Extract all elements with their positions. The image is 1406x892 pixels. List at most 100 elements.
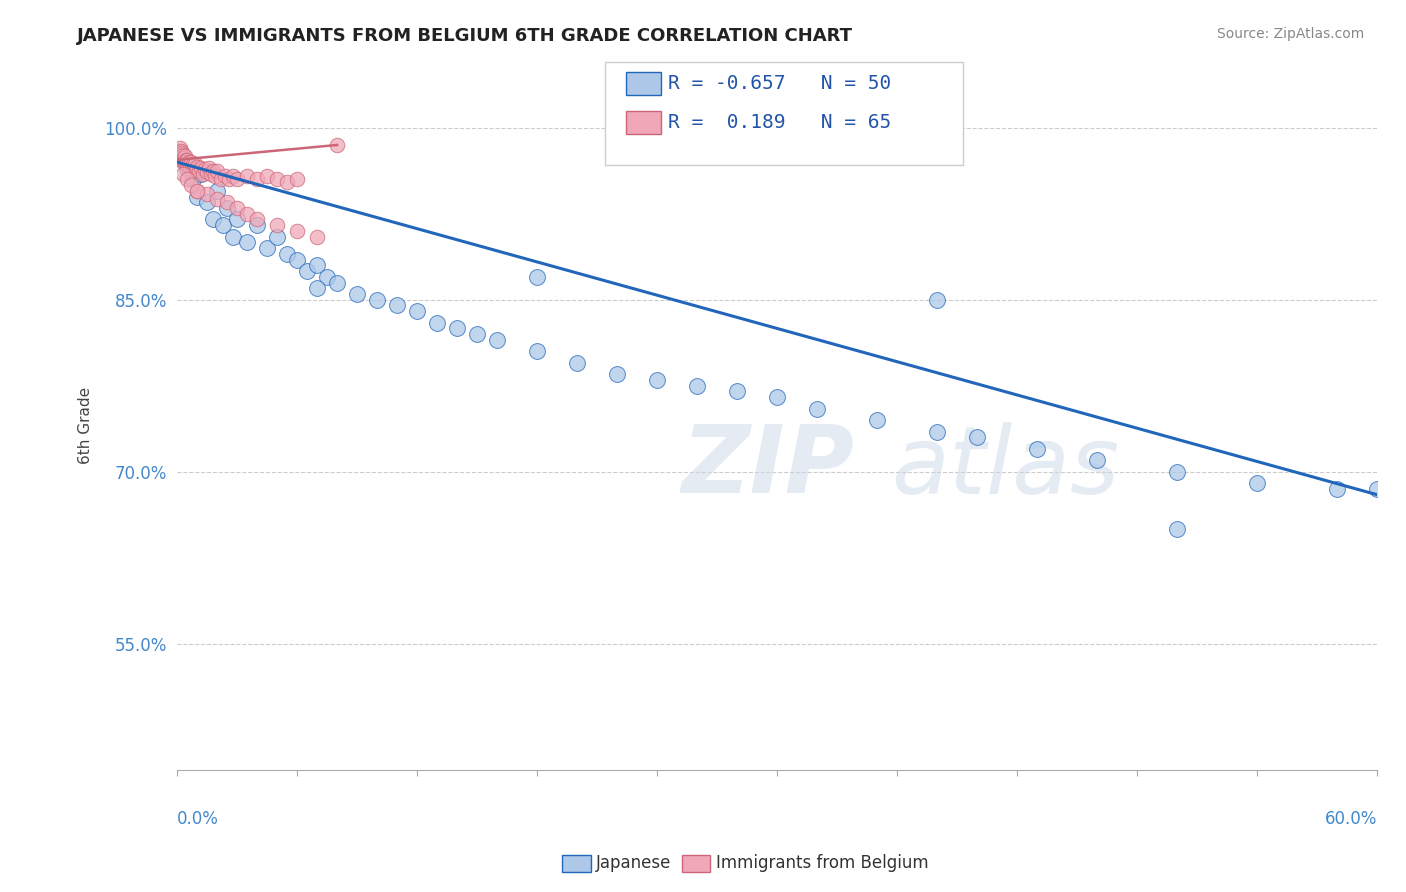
Point — [866, 413, 889, 427]
Point — [1326, 482, 1348, 496]
Point — [226, 201, 249, 215]
Point — [1026, 442, 1049, 456]
Point — [195, 195, 218, 210]
Point — [307, 258, 329, 272]
Point — [246, 212, 269, 227]
Point — [202, 164, 225, 178]
Point — [184, 157, 207, 171]
Text: 60.0%: 60.0% — [1324, 810, 1376, 828]
Point — [285, 252, 308, 267]
Point — [186, 189, 208, 203]
Point — [173, 151, 195, 165]
Point — [925, 425, 948, 439]
Point — [316, 269, 339, 284]
Point — [256, 169, 278, 183]
Point — [276, 247, 298, 261]
Point — [307, 229, 329, 244]
Point — [194, 162, 217, 177]
Point — [176, 157, 198, 171]
Text: ZIP: ZIP — [681, 421, 853, 513]
Text: Japanese: Japanese — [596, 855, 672, 872]
Point — [169, 149, 191, 163]
Point — [177, 155, 200, 169]
Point — [295, 264, 318, 278]
Point — [172, 167, 194, 181]
Point — [1166, 465, 1188, 479]
Point — [191, 167, 214, 181]
Point — [266, 229, 288, 244]
Point — [214, 169, 236, 183]
Point — [172, 155, 194, 169]
Point — [366, 293, 388, 307]
Point — [266, 172, 288, 186]
Point — [180, 155, 202, 169]
Point — [176, 153, 198, 167]
Point — [167, 146, 190, 161]
Point — [385, 298, 408, 312]
Point — [170, 152, 193, 166]
Point — [174, 157, 197, 171]
Point — [205, 164, 228, 178]
Point — [170, 144, 193, 158]
Point — [186, 160, 208, 174]
Point — [190, 167, 212, 181]
Point — [188, 164, 211, 178]
Point — [446, 321, 468, 335]
Text: Immigrants from Belgium: Immigrants from Belgium — [716, 855, 928, 872]
Point — [426, 316, 449, 330]
Point — [526, 269, 548, 284]
Point — [222, 229, 245, 244]
Point — [184, 163, 207, 178]
Point — [1166, 522, 1188, 536]
Point — [204, 169, 226, 183]
Text: atlas: atlas — [891, 422, 1119, 513]
Point — [179, 161, 201, 175]
Text: JAPANESE VS IMMIGRANTS FROM BELGIUM 6TH GRADE CORRELATION CHART: JAPANESE VS IMMIGRANTS FROM BELGIUM 6TH … — [77, 27, 853, 45]
Point — [209, 172, 232, 186]
Point — [246, 172, 269, 186]
Y-axis label: 6th Grade: 6th Grade — [79, 387, 93, 465]
Point — [645, 373, 668, 387]
Point — [186, 184, 208, 198]
Point — [180, 178, 202, 193]
Point — [276, 175, 298, 189]
Point — [526, 344, 548, 359]
Point — [346, 287, 368, 301]
Point — [176, 172, 198, 186]
Point — [195, 165, 218, 179]
Point — [181, 172, 204, 186]
Point — [326, 138, 349, 153]
Point — [766, 390, 789, 404]
Point — [181, 161, 204, 175]
Point — [205, 192, 228, 206]
Point — [174, 153, 197, 167]
Point — [170, 146, 193, 161]
Point — [236, 207, 259, 221]
Text: 0.0%: 0.0% — [177, 810, 219, 828]
Text: R =  0.189   N = 65: R = 0.189 N = 65 — [668, 112, 891, 132]
Point — [212, 218, 235, 232]
Point — [285, 172, 308, 186]
Point — [198, 161, 221, 175]
Point — [177, 159, 200, 173]
Point — [202, 212, 225, 227]
Point — [173, 149, 195, 163]
Point — [1246, 476, 1268, 491]
Point — [266, 218, 288, 232]
Point — [167, 149, 190, 163]
Point — [195, 187, 218, 202]
Point — [925, 293, 948, 307]
Point — [606, 368, 628, 382]
Point — [205, 184, 228, 198]
Point — [725, 384, 748, 399]
Point — [181, 157, 204, 171]
Point — [172, 148, 194, 162]
Point — [217, 201, 239, 215]
Point — [806, 401, 828, 416]
Text: Source: ZipAtlas.com: Source: ZipAtlas.com — [1216, 27, 1364, 41]
Point — [176, 161, 198, 175]
Point — [486, 333, 509, 347]
Point — [236, 169, 259, 183]
Point — [256, 241, 278, 255]
Point — [406, 304, 429, 318]
